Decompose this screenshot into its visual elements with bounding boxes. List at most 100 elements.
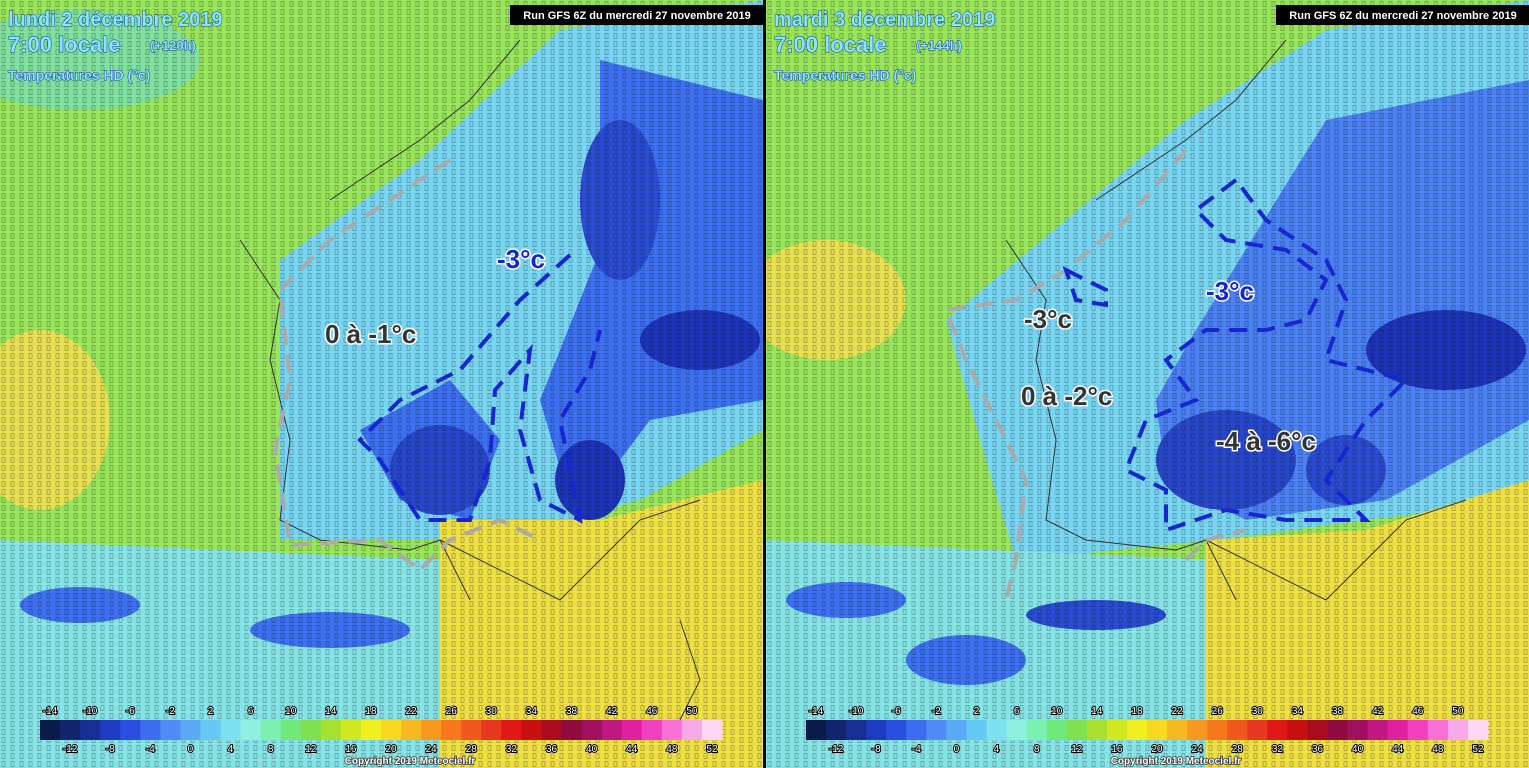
colorbar-label: -6	[126, 706, 135, 717]
colorbar-label: 52	[706, 744, 718, 755]
annotation: 0 à -1°c	[325, 319, 416, 349]
colorbar-segment	[220, 720, 242, 740]
colorbar-label: 42	[1372, 706, 1384, 717]
colorbar-segment	[806, 720, 827, 740]
colorbar-segment	[966, 720, 988, 740]
colorbar-label: 8	[1034, 744, 1040, 755]
colorbar-label: 18	[365, 706, 377, 717]
colorbar-label: 44	[626, 744, 638, 755]
colorbar-segment	[1167, 720, 1188, 740]
colorbar-label: -8	[872, 744, 881, 755]
colorbar-segment	[1026, 720, 1048, 740]
colorbar-segment	[601, 720, 623, 740]
colorbar-label: 10	[1051, 706, 1063, 717]
colorbar-segment	[521, 720, 542, 740]
colorbar-label: 22	[1172, 706, 1184, 717]
colorbar-label: 12	[305, 744, 317, 755]
colorbar-label: 2	[208, 706, 214, 717]
colorbar-label: 30	[1252, 706, 1264, 717]
colorbar-label: 46	[1412, 706, 1424, 717]
contour-minus3	[1062, 177, 1410, 533]
colorbar-label: 22	[406, 706, 418, 717]
colorbar-label: 8	[268, 744, 274, 755]
colorbar-segment	[401, 720, 422, 740]
colorbar-label: 26	[1212, 706, 1224, 717]
copyright: Copyright 2019 Meteociel.fr	[1111, 756, 1242, 767]
colorbar-label: -2	[932, 706, 941, 717]
colorbar-segment	[320, 720, 342, 740]
colorbar-segment	[501, 720, 522, 740]
colorbar-label: -6	[892, 706, 901, 717]
colorbar-segment	[1066, 720, 1088, 740]
colorbar-label: 50	[1452, 706, 1464, 717]
colorbar-segment	[1367, 720, 1389, 740]
colorbar-segment	[260, 720, 282, 740]
colorbar-segment	[846, 720, 867, 740]
colorbar-label: 14	[1091, 706, 1103, 717]
colorbar-label: 50	[686, 706, 698, 717]
run-info: Run GFS 6Z du mercredi 27 novembre 2019	[523, 10, 750, 22]
colorbar-segment	[421, 720, 442, 740]
colorbar-segment	[140, 720, 161, 740]
annotation: -3°c	[1024, 304, 1072, 334]
colorbar-segment	[280, 720, 302, 740]
colorbar-label: -10	[83, 706, 98, 717]
colorbar-segment	[701, 720, 723, 740]
colorbar-label: 26	[446, 706, 458, 717]
colorbar-label: 0	[954, 744, 960, 755]
contour-0	[272, 158, 541, 573]
lead-time: (+144h)	[916, 38, 962, 53]
colorbar-segment	[1247, 720, 1268, 740]
colorbar-segment	[1227, 720, 1248, 740]
colorbar-label: 36	[1312, 744, 1324, 755]
colorbar-segment	[300, 720, 322, 740]
colorbar-label: 32	[506, 744, 518, 755]
colorbar-segment	[1187, 720, 1208, 740]
colorbar-segment	[1006, 720, 1028, 740]
lead-time: (+120h)	[150, 38, 196, 53]
colorbar-segment	[40, 720, 61, 740]
coastline	[1005, 39, 1467, 601]
colorbar-label: 4	[994, 744, 1000, 755]
colorbar-label: 14	[325, 706, 337, 717]
colorbar-segment	[481, 720, 502, 740]
colorbar-segment	[826, 720, 847, 740]
colorbar-label: 48	[1432, 744, 1444, 755]
colorbar-label: 40	[586, 744, 598, 755]
colorbar-segment	[641, 720, 663, 740]
local-time: 7:00 locale	[8, 32, 121, 57]
colorbar-label: 30	[486, 706, 498, 717]
colorbar-segment	[1147, 720, 1168, 740]
colorbar-label: -12	[63, 744, 78, 755]
colorbar-label: 16	[1111, 744, 1123, 755]
colorbar-segment	[946, 720, 967, 740]
colorbar-label: 18	[1131, 706, 1143, 717]
colorbar-label: -14	[43, 706, 58, 717]
annotation: -4 à -6°c	[1216, 426, 1316, 456]
colorbar-segment	[1046, 720, 1068, 740]
coastline	[239, 39, 701, 721]
copyright: Copyright 2019 Meteociel.fr	[345, 756, 476, 767]
colorbar-label: 6	[1014, 706, 1020, 717]
colorbar-label: -4	[146, 744, 155, 755]
colorbar-segment	[561, 720, 583, 740]
colorbar-segment	[926, 720, 947, 740]
colorbar-segment	[986, 720, 1008, 740]
colorbar-label: -4	[912, 744, 921, 755]
colorbar-label: 10	[285, 706, 297, 717]
colorbar-label: 38	[1332, 706, 1344, 717]
field-name: Temperatures HD (°c)	[8, 67, 150, 83]
colorbar-segment	[80, 720, 101, 740]
annotation: 0 à -2°c	[1021, 381, 1112, 411]
colorbar-label: 44	[1392, 744, 1404, 755]
colorbar-segment	[906, 720, 927, 740]
colorbar-segment	[1347, 720, 1369, 740]
colorbar-label: 48	[666, 744, 678, 755]
colorbar-segment	[1207, 720, 1228, 740]
value-grid	[0, 0, 763, 768]
field-name: Temperatures HD (°c)	[774, 67, 916, 83]
colorbar-segment	[1387, 720, 1409, 740]
colorbar-label: -2	[166, 706, 175, 717]
colorbar-label: -10	[849, 706, 864, 717]
